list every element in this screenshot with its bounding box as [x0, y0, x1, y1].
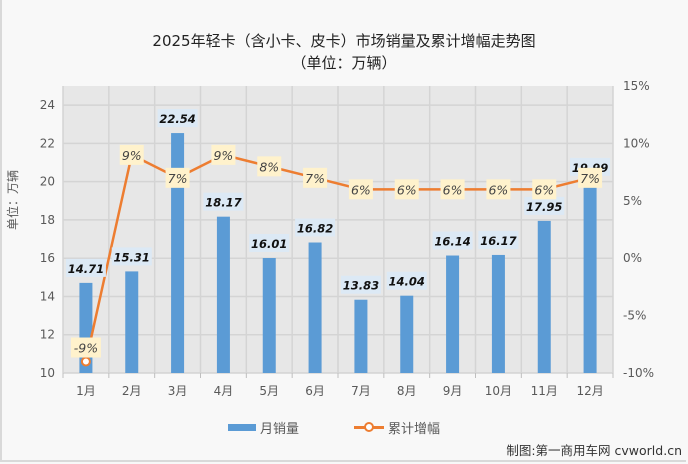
bar-label-bg — [157, 109, 198, 128]
line-label-bg — [440, 179, 465, 200]
bar[interactable] — [491, 254, 505, 373]
bar[interactable] — [537, 220, 551, 373]
line-label-bg — [532, 179, 557, 200]
bar-value-label: 16.14 — [434, 235, 470, 249]
bar-value-label: 16.01 — [251, 237, 287, 251]
bar-label-bg — [249, 234, 290, 253]
bar[interactable] — [354, 299, 368, 373]
bar-label-bg — [432, 231, 473, 250]
x-axis-tick: 1月 — [76, 384, 96, 398]
left-axis-tick: 18 — [40, 213, 55, 227]
left-axis-tick: 14 — [40, 289, 55, 303]
bar[interactable] — [171, 133, 185, 373]
x-axis-tick: 3月 — [168, 384, 188, 398]
line-value-label: 9% — [213, 148, 233, 163]
line-label-bg — [119, 144, 144, 165]
bar-value-label: 18.17 — [205, 196, 241, 210]
line-value-label: 7% — [305, 171, 325, 186]
line-value-label: 7% — [168, 171, 188, 186]
bar-label-bg — [203, 192, 244, 211]
line-value-label: 6% — [488, 182, 508, 197]
line-label-bg — [578, 167, 603, 188]
right-axis-tick: 5% — [623, 194, 642, 208]
right-axis-tick: -10% — [623, 366, 654, 380]
line-label-bg — [303, 167, 328, 188]
bar-value-label: 16.17 — [480, 234, 516, 248]
line-marker-icon — [354, 422, 384, 432]
x-axis-tick: 4月 — [214, 384, 234, 398]
bar-label-bg — [524, 196, 565, 215]
legend-item-line: 累计增幅 — [354, 418, 440, 437]
bar[interactable] — [262, 258, 276, 373]
bar[interactable] — [216, 216, 230, 373]
left-axis-tick: 10 — [40, 366, 55, 380]
chart-subtitle: （单位：万辆） — [291, 54, 397, 72]
bar-swatch-icon — [228, 424, 256, 431]
bar-value-label: 22.54 — [159, 112, 195, 126]
line-label-bg — [211, 144, 236, 165]
bar-label-bg — [111, 247, 152, 266]
bar[interactable] — [125, 271, 139, 373]
bar-value-label: 14.71 — [68, 262, 104, 276]
chart-credit: 制图:第一商用车网 cvworld.cn — [506, 443, 682, 458]
x-axis-tick: 2月 — [122, 384, 142, 398]
right-axis-tick: 15% — [623, 79, 650, 93]
bar[interactable] — [446, 255, 460, 373]
bar-label-bg — [295, 218, 336, 237]
bar[interactable] — [583, 181, 597, 373]
line-value-label: 6% — [443, 182, 463, 197]
bar-value-label: 13.83 — [343, 279, 379, 293]
line-value-label: 6% — [397, 182, 417, 197]
x-axis-tick: 9月 — [443, 384, 463, 398]
bar-label-bg — [478, 230, 519, 249]
right-axis-tick: -5% — [623, 309, 646, 323]
line-value-label: 7% — [580, 171, 600, 186]
line-value-label: -9% — [74, 341, 98, 356]
left-axis-tick: 22 — [40, 136, 55, 150]
x-axis-tick: 5月 — [259, 384, 279, 398]
bar[interactable] — [400, 295, 414, 373]
x-axis-tick: 8月 — [397, 384, 417, 398]
x-axis-tick: 6月 — [305, 384, 325, 398]
left-axis-tick: 16 — [40, 251, 55, 265]
line-label-bg — [70, 337, 101, 358]
bar-value-label: 14.04 — [389, 275, 425, 289]
line-label-bg — [348, 179, 373, 200]
legend-item-bar: 月销量 — [228, 418, 299, 437]
right-axis-tick: 0% — [623, 251, 642, 265]
bar-label-bg — [386, 271, 427, 290]
legend-bar-label: 月销量 — [260, 422, 300, 437]
chart-title: 2025年轻卡（含小卡、皮卡）市场销量及累计增幅走势图 — [152, 32, 536, 50]
right-axis-tick: 10% — [623, 136, 650, 150]
x-axis-tick: 12月 — [576, 384, 603, 398]
bar-value-label: 15.31 — [114, 250, 150, 264]
line-value-label: 9% — [122, 148, 142, 163]
left-axis-tick: 20 — [40, 175, 55, 189]
line-label-bg — [165, 167, 190, 188]
bar-value-label: 17.95 — [526, 200, 562, 214]
line-label-bg — [394, 179, 419, 200]
left-axis-tick: 24 — [40, 98, 55, 112]
line-value-label: 6% — [351, 182, 371, 197]
line-label-bg — [257, 156, 282, 177]
x-axis-tick: 11月 — [531, 384, 558, 398]
bar-label-bg — [340, 275, 381, 294]
line-label-bg — [486, 179, 511, 200]
bar-value-label: 16.82 — [297, 222, 333, 236]
bar[interactable] — [308, 242, 322, 373]
bar-label-bg — [65, 258, 106, 277]
left-axis-tick: 12 — [40, 328, 55, 342]
x-axis-tick: 10月 — [485, 384, 512, 398]
line-value-label: 8% — [259, 159, 279, 174]
line-marker-icon — [80, 356, 91, 367]
legend-line-label: 累计增幅 — [388, 422, 441, 437]
line-value-label: 6% — [534, 182, 554, 197]
x-axis-tick: 7月 — [351, 384, 371, 398]
